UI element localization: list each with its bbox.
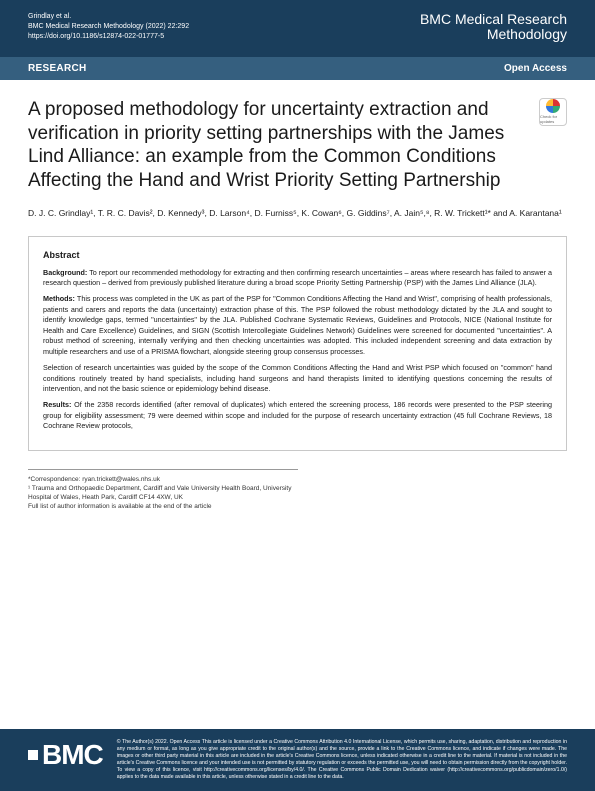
abstract-methods: Methods: This process was completed in t…	[43, 294, 552, 357]
journal-line1: BMC Medical Research	[420, 12, 567, 27]
journal-name: BMC Medical Research Methodology	[420, 12, 567, 43]
citation-block: Grindlay et al. BMC Medical Research Met…	[28, 12, 189, 41]
correspondence-email: *Correspondence: ryan.trickett@wales.nhs…	[28, 475, 298, 484]
methods-text-2: Selection of research uncertainties was …	[43, 363, 552, 393]
bmc-logo-text: BMC	[42, 739, 103, 771]
abstract-heading: Abstract	[43, 249, 552, 262]
correspondence-note: Full list of author information is avail…	[28, 502, 298, 511]
check-updates-button[interactable]: Check for updates	[539, 98, 567, 126]
methods-text: This process was completed in the UK as …	[43, 294, 552, 355]
crossmark-icon	[546, 99, 560, 113]
citation-authors: Grindlay et al.	[28, 12, 189, 22]
correspondence-affiliation: ¹ Trauma and Orthopaedic Department, Car…	[28, 484, 298, 502]
abstract-background: Background: To report our recommended me…	[43, 268, 552, 289]
abstract-results: Results: Of the 2358 records identified …	[43, 400, 552, 431]
article-content: Check for updates A proposed methodology…	[0, 80, 595, 511]
results-text: Of the 2358 records identified (after re…	[43, 400, 552, 430]
correspondence-block: *Correspondence: ryan.trickett@wales.nhs…	[28, 469, 298, 511]
license-text: © The Author(s) 2022. Open Access This a…	[117, 739, 567, 781]
abstract-methods-2: Selection of research uncertainties was …	[43, 363, 552, 394]
open-access-badge: Open Access	[504, 63, 567, 74]
bmc-logo-icon	[28, 750, 38, 760]
abstract-box: Abstract Background: To report our recom…	[28, 236, 567, 451]
author-list: D. J. C. Grindlay¹, T. R. C. Davis², D. …	[28, 207, 567, 220]
page-header: Grindlay et al. BMC Medical Research Met…	[0, 0, 595, 57]
category-banner: RESEARCH Open Access	[0, 57, 595, 80]
check-updates-label: Check for updates	[540, 114, 566, 124]
bmc-logo: BMC	[28, 739, 103, 771]
citation-doi: https://doi.org/10.1186/s12874-022-01777…	[28, 32, 189, 42]
journal-line2: Methodology	[420, 27, 567, 42]
article-title: A proposed methodology for uncertainty e…	[28, 98, 567, 193]
background-label: Background:	[43, 268, 87, 277]
results-label: Results:	[43, 400, 71, 409]
article-category: RESEARCH	[28, 63, 87, 74]
methods-label: Methods:	[43, 294, 75, 303]
page-footer: BMC © The Author(s) 2022. Open Access Th…	[0, 729, 595, 791]
background-text: To report our recommended methodology fo…	[43, 268, 552, 287]
citation-journal: BMC Medical Research Methodology (2022) …	[28, 22, 189, 32]
